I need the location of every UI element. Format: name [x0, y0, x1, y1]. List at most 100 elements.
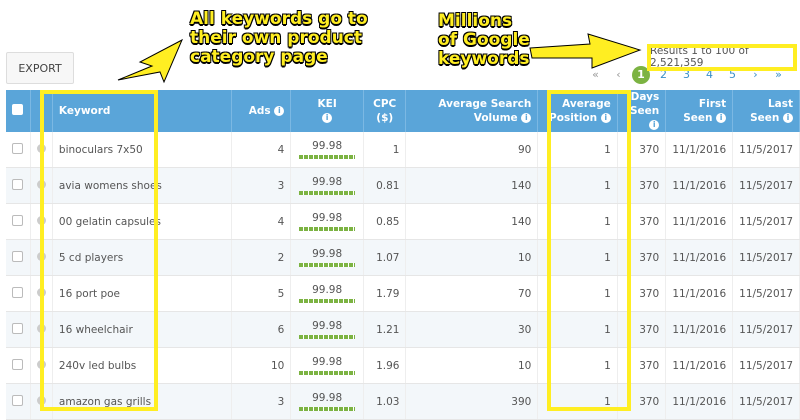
keyword-link[interactable]: 00 gelatin capsules — [52, 203, 233, 240]
keyword-link[interactable]: avia womens shoes — [52, 167, 233, 204]
info-icon[interactable]: i — [649, 120, 660, 130]
row-select[interactable] — [6, 132, 31, 168]
row-select[interactable] — [6, 275, 31, 312]
kei-bar — [299, 227, 356, 231]
first-seen-cell: 11/1/2016 — [665, 383, 734, 420]
col-search-volume[interactable]: Average Search Volume i — [405, 90, 539, 132]
kei-bar — [299, 407, 356, 411]
ads-cell: 4 — [231, 132, 292, 168]
page-3[interactable]: 3 — [683, 68, 690, 81]
row-checkbox[interactable] — [12, 394, 24, 406]
kei-cell: 99.98 — [290, 203, 364, 240]
info-icon[interactable]: i — [600, 113, 611, 123]
volume-cell: 10 — [405, 347, 539, 384]
col-last-seen[interactable]: Last Seen i — [732, 90, 800, 132]
row-select[interactable] — [6, 167, 31, 204]
page-4[interactable]: 4 — [706, 68, 713, 81]
keyword-link[interactable]: 240v led bulbs — [52, 347, 233, 384]
last-seen-cell: 11/5/2017 — [732, 132, 800, 168]
cpc-cell: 0.81 — [363, 167, 407, 204]
row-select[interactable] — [6, 311, 31, 348]
last-seen-cell: 11/5/2017 — [732, 167, 800, 204]
row-select[interactable] — [6, 383, 31, 420]
position-cell: 1 — [537, 132, 618, 168]
first-page-button[interactable]: « — [592, 68, 599, 81]
row-checkbox[interactable] — [12, 322, 24, 334]
volume-cell: 140 — [405, 203, 539, 240]
last-page-button[interactable]: » — [775, 68, 782, 81]
row-checkbox[interactable] — [12, 358, 24, 370]
table-row: binoculars 7x50 4 99.98 1 90 1 370 11/1/… — [6, 132, 800, 168]
row-select[interactable] — [6, 203, 31, 240]
col-first-seen[interactable]: First Seen i — [665, 90, 734, 132]
days-cell: 370 — [617, 311, 667, 348]
info-icon[interactable]: i — [274, 106, 285, 116]
position-cell: 1 — [537, 275, 618, 312]
kei-cell: 99.98 — [290, 167, 364, 204]
kei-cell: 99.98 — [290, 275, 364, 312]
ads-cell: 5 — [231, 275, 292, 312]
kei-cell: 99.98 — [290, 239, 364, 276]
results-highlight-box — [647, 44, 797, 71]
keyword-link[interactable]: 16 wheelchair — [52, 311, 233, 348]
volume-cell: 10 — [405, 239, 539, 276]
row-checkbox[interactable] — [12, 142, 24, 154]
col-keyword[interactable]: Keyword — [52, 90, 233, 132]
first-seen-cell: 11/1/2016 — [665, 311, 734, 348]
callout-google: Millions of Google keywords — [438, 11, 530, 69]
row-checkbox[interactable] — [12, 214, 24, 226]
next-page-button[interactable]: › — [753, 68, 758, 81]
row-checkbox[interactable] — [12, 178, 24, 190]
keyword-link[interactable]: amazon gas grills — [52, 383, 233, 420]
days-cell: 370 — [617, 383, 667, 420]
cpc-cell: 1.96 — [363, 347, 407, 384]
info-icon[interactable]: i — [783, 113, 793, 123]
col-average-position[interactable]: Average Position i — [537, 90, 618, 132]
select-all-header[interactable] — [6, 90, 31, 132]
cpc-cell: 0.85 — [363, 203, 407, 240]
volume-cell: 140 — [405, 167, 539, 204]
first-seen-cell: 11/1/2016 — [665, 167, 734, 204]
ads-cell: 6 — [231, 311, 292, 348]
row-select[interactable] — [6, 239, 31, 276]
cpc-cell: 1.03 — [363, 383, 407, 420]
export-button[interactable]: EXPORT — [6, 52, 74, 84]
row-checkbox[interactable] — [12, 286, 24, 298]
kei-cell: 99.98 — [290, 311, 364, 348]
col-kei[interactable]: KEI i — [290, 90, 364, 132]
kei-cell: 99.98 — [290, 132, 364, 168]
keyword-link[interactable]: 5 cd players — [52, 239, 233, 276]
keyword-link[interactable]: binoculars 7x50 — [52, 132, 233, 168]
row-select[interactable] — [6, 347, 31, 384]
ads-cell: 2 — [231, 239, 292, 276]
keyword-link[interactable]: 16 port poe — [52, 275, 233, 312]
info-icon[interactable]: i — [521, 113, 532, 123]
days-cell: 370 — [617, 275, 667, 312]
page-2[interactable]: 2 — [660, 68, 667, 81]
prev-page-button[interactable]: ‹ — [616, 68, 621, 81]
col-cpc[interactable]: CPC ($) — [363, 90, 407, 132]
col-ads[interactable]: Ads i — [231, 90, 292, 132]
info-icon[interactable]: i — [322, 113, 333, 123]
table-row: amazon gas grills 3 99.98 1.03 390 1 370… — [6, 383, 800, 420]
last-seen-cell: 11/5/2017 — [732, 311, 800, 348]
kei-bar — [299, 155, 356, 159]
table-row: avia womens shoes 3 99.98 0.81 140 1 370… — [6, 167, 800, 204]
last-seen-cell: 11/5/2017 — [732, 347, 800, 384]
position-cell: 1 — [537, 203, 618, 240]
info-icon[interactable]: i — [716, 113, 727, 123]
days-cell: 370 — [617, 132, 667, 168]
ads-cell: 10 — [231, 347, 292, 384]
arrow-to-keywords — [117, 38, 184, 84]
days-cell: 370 — [617, 203, 667, 240]
kei-bar — [299, 299, 356, 303]
cpc-cell: 1.21 — [363, 311, 407, 348]
page-5[interactable]: 5 — [729, 68, 736, 81]
page-1[interactable]: 1 — [632, 66, 650, 84]
select-all-checkbox[interactable] — [12, 103, 24, 115]
kei-bar — [299, 335, 356, 339]
table-row: 240v led bulbs 10 99.98 1.96 10 1 370 11… — [6, 347, 800, 384]
row-checkbox[interactable] — [12, 250, 24, 262]
kei-cell: 99.98 — [290, 383, 364, 420]
col-days-seen[interactable]: Days Seen i — [617, 90, 667, 132]
